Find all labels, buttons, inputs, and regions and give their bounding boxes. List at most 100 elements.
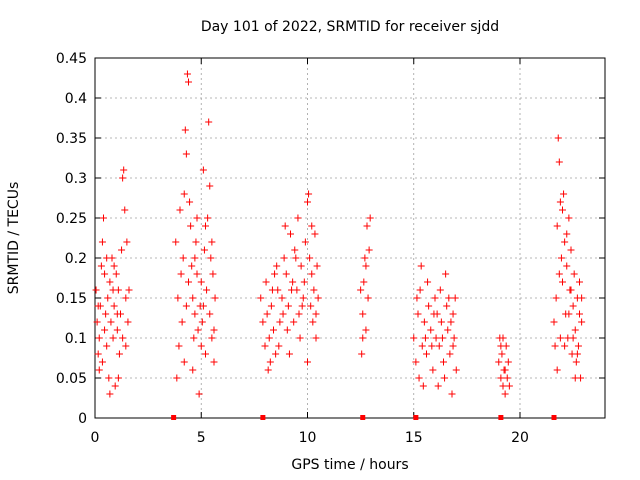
data-point	[550, 318, 558, 326]
data-point	[427, 326, 435, 334]
bottom-marker	[360, 415, 366, 420]
data-point	[447, 318, 455, 326]
bottom-markers	[171, 415, 557, 420]
data-point	[559, 206, 566, 214]
data-point	[555, 270, 563, 278]
chart-title: Day 101 of 2022, SRMTID for receiver sjd…	[201, 19, 499, 35]
data-point	[298, 302, 306, 310]
data-point	[114, 374, 122, 382]
data-point	[410, 334, 418, 342]
data-point	[275, 342, 283, 350]
data-point	[179, 254, 187, 262]
data-point	[553, 222, 561, 230]
data-point	[189, 294, 197, 302]
data-point	[198, 318, 206, 326]
data-point	[199, 166, 207, 174]
data-point	[174, 294, 182, 302]
data-point	[501, 366, 509, 374]
data-point	[98, 358, 106, 366]
data-point	[308, 270, 316, 278]
data-point	[281, 222, 289, 230]
grid-lines	[95, 58, 605, 418]
data-point	[185, 78, 192, 86]
data-point	[366, 214, 374, 222]
x-tick-label: 5	[197, 430, 206, 446]
data-point	[308, 222, 316, 230]
data-point	[259, 318, 267, 326]
data-point	[417, 262, 425, 270]
data-point	[578, 318, 586, 326]
data-point	[565, 310, 573, 318]
data-point	[553, 366, 561, 374]
data-point	[314, 294, 322, 302]
data-point	[444, 326, 452, 334]
data-point	[265, 334, 273, 342]
data-point	[552, 294, 560, 302]
data-point	[101, 270, 109, 278]
data-point	[567, 246, 575, 254]
data-point	[441, 374, 449, 382]
data-point	[504, 358, 512, 366]
data-point	[299, 294, 307, 302]
data-point	[312, 334, 320, 342]
data-point	[290, 318, 298, 326]
data-point	[304, 198, 311, 206]
data-point	[92, 286, 100, 294]
data-point	[446, 350, 454, 358]
data-point	[571, 374, 579, 382]
data-point	[191, 254, 199, 262]
data-point	[284, 302, 292, 310]
data-point	[561, 238, 569, 246]
data-point	[449, 310, 457, 318]
data-point	[420, 318, 428, 326]
data-point	[270, 326, 277, 334]
data-point	[268, 286, 276, 294]
data-point	[175, 342, 183, 350]
data-point	[209, 270, 217, 278]
data-point	[94, 350, 102, 358]
data-point	[430, 310, 438, 318]
data-point	[182, 150, 190, 158]
data-point	[414, 310, 422, 318]
data-point	[291, 246, 299, 254]
data-point	[181, 126, 189, 134]
data-point	[187, 222, 195, 230]
data-point	[97, 262, 105, 270]
data-point	[105, 374, 113, 382]
data-point	[111, 382, 119, 390]
data-point	[360, 278, 368, 286]
data-point	[565, 214, 573, 222]
data-point	[119, 174, 127, 182]
data-point	[578, 294, 586, 302]
data-point	[555, 158, 563, 166]
data-point	[202, 222, 209, 230]
data-points	[92, 70, 586, 398]
data-point	[357, 286, 365, 294]
data-point	[185, 278, 192, 286]
data-point	[294, 214, 302, 222]
data-point	[425, 302, 433, 310]
data-point	[300, 278, 308, 286]
data-point	[197, 278, 205, 286]
data-point	[364, 294, 372, 302]
data-point	[362, 262, 370, 270]
data-point	[569, 334, 577, 342]
data-point	[183, 70, 191, 78]
data-point	[503, 374, 511, 382]
data-point	[311, 230, 319, 238]
data-point	[431, 294, 439, 302]
data-point	[557, 254, 565, 262]
data-point	[567, 286, 575, 294]
data-point	[442, 270, 450, 278]
data-point	[288, 286, 296, 294]
data-point	[106, 278, 114, 286]
data-point	[194, 326, 202, 334]
y-tick-label: 0.05	[56, 371, 87, 387]
data-point	[272, 350, 280, 358]
data-point	[289, 278, 297, 286]
data-point	[193, 270, 201, 278]
data-point	[295, 310, 303, 318]
data-point	[208, 334, 216, 342]
data-point	[363, 222, 371, 230]
data-point	[100, 214, 107, 222]
